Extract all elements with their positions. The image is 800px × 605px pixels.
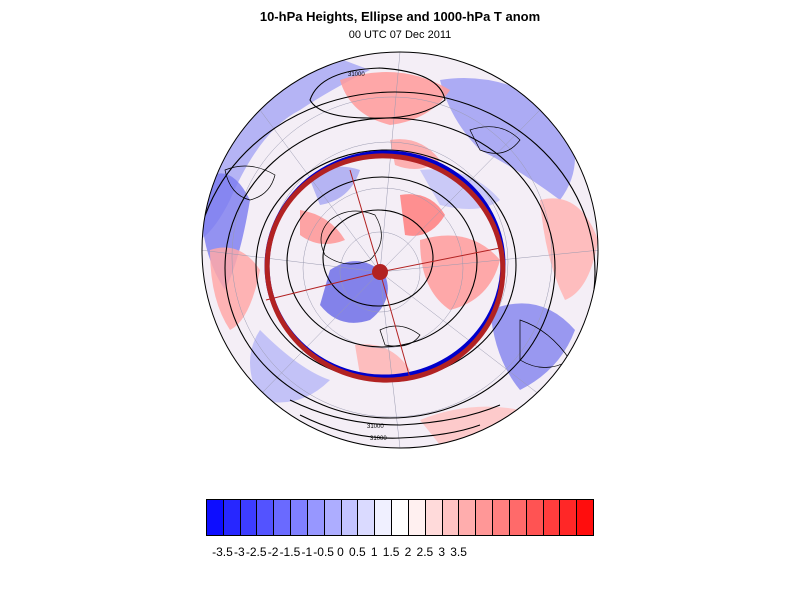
colorbar-tick-label: -1 <box>301 545 313 559</box>
colorbar-swatch <box>324 500 342 535</box>
contour-label: 31000 <box>348 72 365 78</box>
colorbar-tick-label: 1.5 <box>382 545 400 559</box>
fitted-ellipse <box>264 153 506 383</box>
colorbar-tick-label: 3 <box>438 545 446 559</box>
ellipse-center-marker <box>372 264 388 280</box>
colorbar-swatch <box>476 500 494 535</box>
page-subtitle: 00 UTC 07 Dec 2011 <box>348 29 452 41</box>
colorbar-swatch <box>459 500 477 535</box>
colorbar-swatch <box>240 500 258 535</box>
colorbar-swatch <box>509 500 527 535</box>
colorbar-swatch <box>274 500 292 535</box>
page-title: 10-hPa Heights, Ellipse and 1000-hPa T a… <box>259 9 541 24</box>
colorbar-tick-label: -0.5 <box>313 545 334 559</box>
colorbar-swatch <box>392 500 409 535</box>
colorbar-swatch <box>442 500 460 535</box>
colorbar-swatch <box>543 500 561 535</box>
colorbar-swatch <box>358 500 376 535</box>
colorbar-swatch <box>560 500 578 535</box>
colorbar-swatch <box>341 500 359 535</box>
colorbar-tick-label: 0.5 <box>349 545 366 559</box>
colorbar-swatch <box>291 500 308 535</box>
colorbar-swatch <box>577 500 594 535</box>
colorbar-swatch <box>257 500 275 535</box>
colorbar-swatch <box>207 500 224 535</box>
colorbar-tick-label: -2.5 <box>245 545 267 559</box>
colorbar-swatch <box>375 500 393 535</box>
colorbar-swatch <box>526 500 544 535</box>
colorbar-swatch <box>425 500 443 535</box>
colorbar-tick-label: 2.5 <box>416 545 434 559</box>
contour-label: 31000 <box>367 424 384 430</box>
globe-outline <box>201 51 599 449</box>
colorbar-tick-label: 0 <box>337 545 344 559</box>
colorbar-tick-label: 1 <box>370 545 378 559</box>
colorbar-swatch <box>223 500 241 535</box>
colorbar-swatch <box>493 500 510 535</box>
ellipse-axes <box>265 169 501 379</box>
colorbar-tick-label: -3.5 <box>212 545 233 559</box>
colorbar-swatch <box>307 500 325 535</box>
colorbar-tick-label: -1.5 <box>279 545 301 559</box>
colorbar <box>206 499 594 536</box>
colorbar-tick-label: -3 <box>233 545 245 559</box>
colorbar-tick-label: 2 <box>404 545 412 559</box>
colorbar-tick-label: -2 <box>267 545 279 559</box>
contour-label: 31000 <box>370 436 387 442</box>
colorbar-swatch <box>408 500 426 535</box>
graticule <box>202 52 598 448</box>
colorbar-tick-label: 3.5 <box>450 545 467 559</box>
